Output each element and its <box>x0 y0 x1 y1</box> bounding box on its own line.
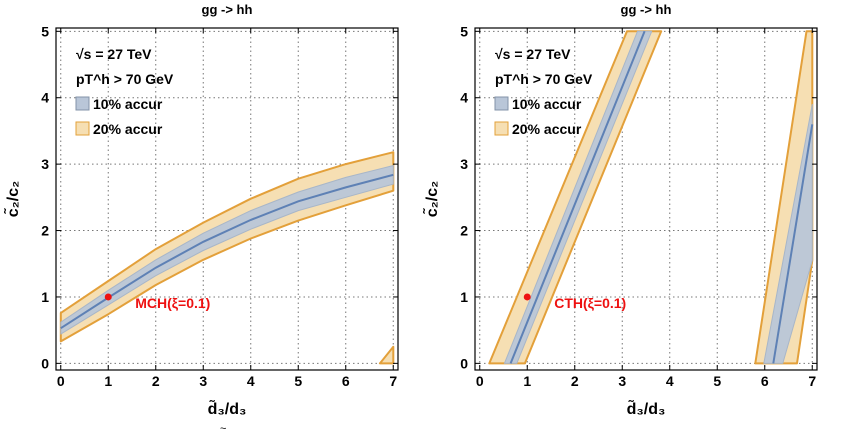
y-tick-label: 0 <box>460 355 468 371</box>
y-tick-label: 1 <box>41 289 49 305</box>
y-tick-label: 5 <box>41 23 49 39</box>
x-tick-label: 3 <box>199 373 207 389</box>
x-tick-label: 5 <box>294 373 302 389</box>
x-tick-label: 5 <box>713 373 721 389</box>
benchmark-point <box>523 293 531 301</box>
y-axis-label: c̃₂/c₂ <box>421 181 441 217</box>
x-tick-label: 0 <box>57 373 65 389</box>
y-tick-label: 4 <box>41 90 49 106</box>
x-axis-label: d̃₃/d₃ <box>627 398 666 418</box>
panel-left: 0 1 2 3 4 5 6 7 0 1 2 3 4 5 gg -> hh d̃₃/d₃ c̃₂/c₂ √s = 2… <box>2 2 399 418</box>
x-tick-label: 2 <box>571 373 579 389</box>
x-tick-label: 2 <box>152 373 160 389</box>
y-tick-label: 0 <box>41 355 49 371</box>
y-tick-label: 1 <box>460 289 468 305</box>
legend-energy: √s = 27 TeV <box>76 46 152 62</box>
legend-entry-10: 10% accur <box>93 96 163 112</box>
band-20-accur <box>378 345 395 365</box>
stray-tilde: ~ <box>220 423 226 434</box>
panel-title: gg -> hh <box>621 2 672 17</box>
band-center-line <box>60 173 394 330</box>
x-tick-label: 3 <box>618 373 626 389</box>
x-tick-label: 1 <box>523 373 531 389</box>
y-tick-label: 3 <box>460 156 468 172</box>
x-tick-label: 6 <box>342 373 350 389</box>
legend-entry-10: 10% accur <box>512 96 582 112</box>
x-tick-label: 7 <box>389 373 397 389</box>
x-tick-label: 7 <box>808 373 816 389</box>
band-10-accur <box>60 165 394 335</box>
legend-swatch-20 <box>494 121 509 136</box>
band-center-line <box>509 30 646 364</box>
plot-area <box>59 151 395 365</box>
benchmark-label: MCH(ξ=0.1) <box>135 295 210 311</box>
y-tick-label: 4 <box>460 90 468 106</box>
x-tick-label: 1 <box>104 373 112 389</box>
x-tick-label: 4 <box>247 373 255 389</box>
x-tick-label: 4 <box>666 373 674 389</box>
benchmark-label: CTH(ξ=0.1) <box>554 295 626 311</box>
panel-right: 0 1 2 3 4 5 6 7 0 1 2 3 4 5 gg -> hh d̃₃/d₃ c̃₂/c₂ √s = 2… <box>421 2 818 418</box>
x-tick-label: 6 <box>761 373 769 389</box>
y-tick-label: 2 <box>41 223 49 239</box>
x-axis-label: d̃₃/d₃ <box>208 398 247 418</box>
y-axis-label: c̃₂/c₂ <box>2 181 22 217</box>
legend-swatch-10 <box>75 96 90 111</box>
legend-entry-20: 20% accur <box>93 121 163 137</box>
y-tick-label: 5 <box>460 23 468 39</box>
band-center-line <box>772 124 814 364</box>
legend-swatch-20 <box>75 121 90 136</box>
plot-area <box>488 30 814 365</box>
y-tick-label: 3 <box>41 156 49 172</box>
legend-swatch-10 <box>494 96 509 111</box>
legend-cut: pT^h > 70 GeV <box>76 71 174 87</box>
legend-entry-20: 20% accur <box>512 121 582 137</box>
x-tick-label: 0 <box>476 373 484 389</box>
benchmark-point <box>104 293 112 301</box>
y-tick-label: 2 <box>460 223 468 239</box>
band-10-accur <box>763 103 813 364</box>
legend-cut: pT^h > 70 GeV <box>495 71 593 87</box>
legend-energy: √s = 27 TeV <box>495 46 571 62</box>
plot-frame <box>55 27 399 371</box>
panel-title: gg -> hh <box>202 2 253 17</box>
plot-frame <box>474 27 818 371</box>
